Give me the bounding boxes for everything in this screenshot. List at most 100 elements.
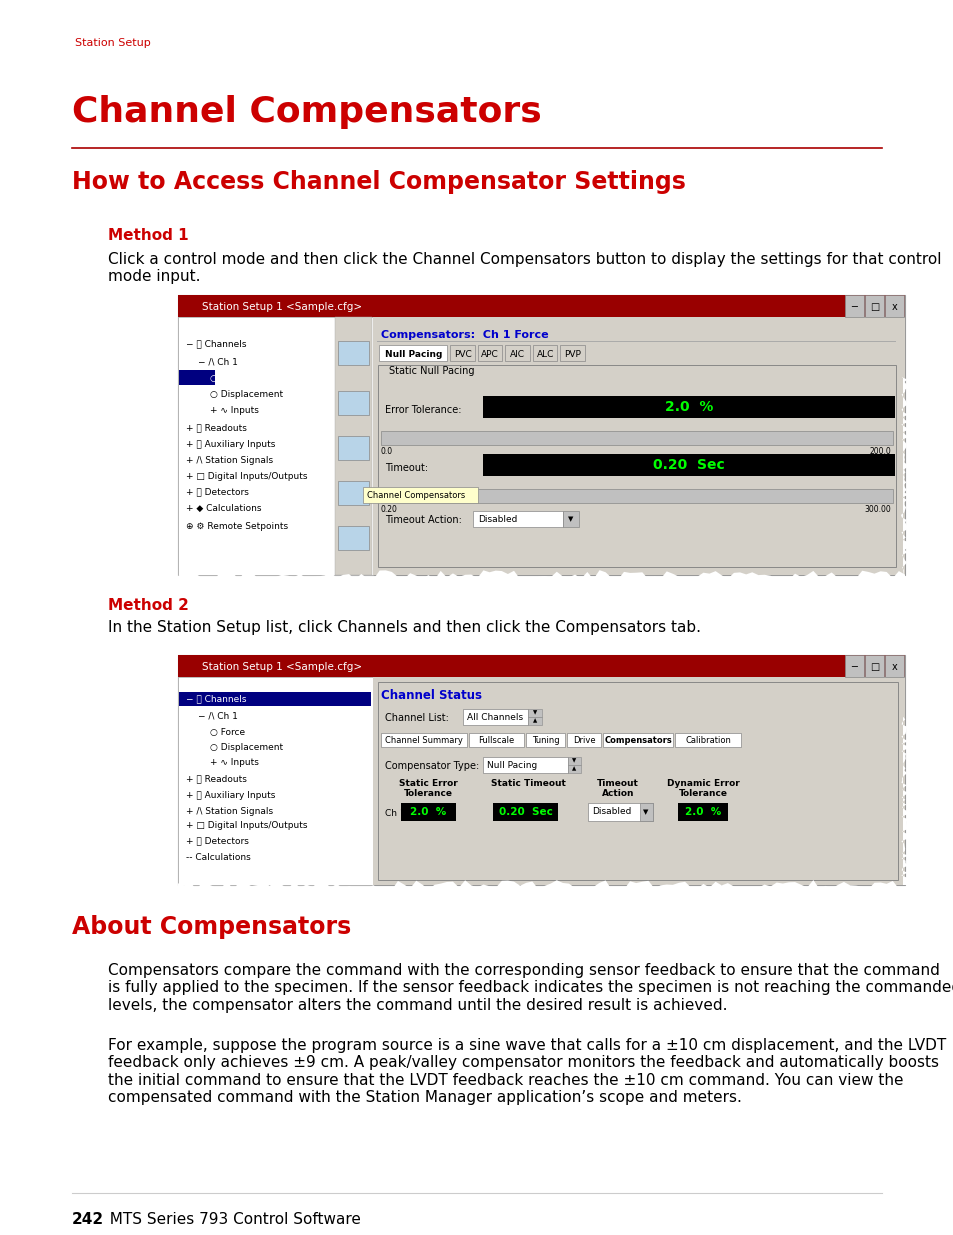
Text: + 📂 Readouts: + 📂 Readouts <box>186 424 247 432</box>
Text: + 📂 Detectors: + 📂 Detectors <box>186 836 249 846</box>
Bar <box>178 655 904 677</box>
Text: For example, suppose the program source is a sine wave that calls for a ±10 cm d: For example, suppose the program source … <box>108 1037 945 1105</box>
Text: 2.0  %: 2.0 % <box>410 806 446 818</box>
Text: ○ Displacement: ○ Displacement <box>210 742 283 752</box>
Text: + ∿ Inputs: + ∿ Inputs <box>210 405 258 415</box>
Bar <box>567 757 580 764</box>
Bar <box>473 511 562 527</box>
Bar <box>178 655 904 885</box>
Text: + 📂 Auxiliary Inputs: + 📂 Auxiliary Inputs <box>186 440 275 448</box>
Text: Timeout:: Timeout: <box>385 463 428 473</box>
Text: ─: ─ <box>851 662 857 672</box>
Bar <box>587 803 652 821</box>
Bar <box>844 295 863 317</box>
Text: 200.0: 200.0 <box>868 447 890 456</box>
Bar <box>179 370 214 385</box>
Text: ALC: ALC <box>536 350 554 358</box>
Text: ─: ─ <box>851 303 857 312</box>
Bar <box>373 677 904 885</box>
Text: Tuning: Tuning <box>531 736 558 745</box>
Text: Timeout Action:: Timeout Action: <box>385 515 461 525</box>
Bar <box>462 709 527 725</box>
Text: Channel Status: Channel Status <box>380 689 481 701</box>
Bar <box>566 734 600 747</box>
Text: 300.00: 300.00 <box>863 505 890 514</box>
Text: Null Pacing: Null Pacing <box>486 761 537 769</box>
Text: 0.20: 0.20 <box>380 505 397 514</box>
Text: x: x <box>891 662 897 672</box>
Bar <box>527 718 541 725</box>
Bar <box>864 295 883 317</box>
Text: Channel Summary: Channel Summary <box>385 736 462 745</box>
Text: + ∿ Inputs: + ∿ Inputs <box>210 757 258 767</box>
Bar <box>864 655 883 677</box>
Bar <box>533 345 557 361</box>
Text: Disabled: Disabled <box>592 808 631 816</box>
Text: − /\ Ch 1: − /\ Ch 1 <box>198 711 237 720</box>
Bar <box>675 734 740 747</box>
Text: Station Setup 1 <Sample.cfg>: Station Setup 1 <Sample.cfg> <box>202 303 362 312</box>
Text: ▼: ▼ <box>642 809 648 815</box>
Text: Click a control mode and then click the Channel Compensators button to display t: Click a control mode and then click the … <box>108 252 941 284</box>
Text: □: □ <box>869 662 879 672</box>
Text: Static Null Pacing: Static Null Pacing <box>389 366 474 375</box>
Text: ○ Displacement: ○ Displacement <box>210 389 283 399</box>
Text: Channel Compensators: Channel Compensators <box>367 490 465 499</box>
Bar <box>377 366 895 567</box>
Bar <box>562 511 578 527</box>
Text: + 📂 Detectors: + 📂 Detectors <box>186 488 249 496</box>
Text: Compensators compare the command with the corresponding sensor feedback to ensur: Compensators compare the command with th… <box>108 963 953 1013</box>
Text: + /\ Station Signals: + /\ Station Signals <box>186 806 273 815</box>
Bar <box>469 734 523 747</box>
Text: -- Calculations: -- Calculations <box>186 852 251 862</box>
Text: 242: 242 <box>71 1212 104 1228</box>
Text: Channel Compensators: Channel Compensators <box>71 95 541 128</box>
Text: Null Pacing: Null Pacing <box>384 350 441 358</box>
Text: □: □ <box>869 303 879 312</box>
Text: PVP: PVP <box>564 350 580 358</box>
Bar <box>884 655 903 677</box>
Bar <box>179 692 371 706</box>
Bar <box>400 803 456 821</box>
Bar <box>482 757 567 773</box>
Text: 0.20  Sec: 0.20 Sec <box>498 806 552 818</box>
Text: − 📂 Channels: − 📂 Channels <box>186 694 246 704</box>
Text: How to Access Channel Compensator Settings: How to Access Channel Compensator Settin… <box>71 170 685 194</box>
Text: Disabled: Disabled <box>477 515 517 524</box>
Bar <box>493 803 558 821</box>
Bar <box>337 391 369 415</box>
Bar <box>527 709 541 718</box>
Bar <box>178 317 373 576</box>
Text: + 📂 Auxiliary Inputs: + 📂 Auxiliary Inputs <box>186 790 275 799</box>
Bar <box>678 803 727 821</box>
Text: ⊕ ⚙ Remote Setpoints: ⊕ ⚙ Remote Setpoints <box>186 521 288 531</box>
Text: Compensators:  Ch 1 Force: Compensators: Ch 1 Force <box>380 330 548 340</box>
Text: Station Setup 1 <Sample.cfg>: Station Setup 1 <Sample.cfg> <box>202 662 362 672</box>
Text: PVC: PVC <box>454 350 471 358</box>
Bar <box>884 295 903 317</box>
Text: Static Error
Tolerance: Static Error Tolerance <box>398 779 456 798</box>
Text: ○ Force: ○ Force <box>210 373 245 383</box>
Bar <box>450 345 475 361</box>
Text: Compensator Type:: Compensator Type: <box>385 761 478 771</box>
Bar <box>560 345 584 361</box>
Bar <box>363 487 477 503</box>
Bar <box>377 682 897 881</box>
Text: Dynamic Error
Tolerance: Dynamic Error Tolerance <box>666 779 739 798</box>
Text: ▼: ▼ <box>533 710 537 715</box>
Bar <box>178 295 904 576</box>
Text: ▼: ▼ <box>568 516 573 522</box>
Text: 0.0: 0.0 <box>380 447 393 456</box>
Text: Fullscale: Fullscale <box>477 736 514 745</box>
Text: Ch 1:: Ch 1: <box>385 809 408 818</box>
Bar <box>373 317 904 576</box>
Text: − 📂 Channels: − 📂 Channels <box>186 340 246 348</box>
Text: + 📂 Readouts: + 📂 Readouts <box>186 774 247 783</box>
Bar <box>380 734 467 747</box>
Bar <box>337 341 369 366</box>
Text: + ◆ Calculations: + ◆ Calculations <box>186 504 261 513</box>
Text: All Channels: All Channels <box>467 713 522 721</box>
Text: Drive: Drive <box>572 736 595 745</box>
Bar <box>178 677 373 885</box>
Text: Method 2: Method 2 <box>108 598 189 613</box>
